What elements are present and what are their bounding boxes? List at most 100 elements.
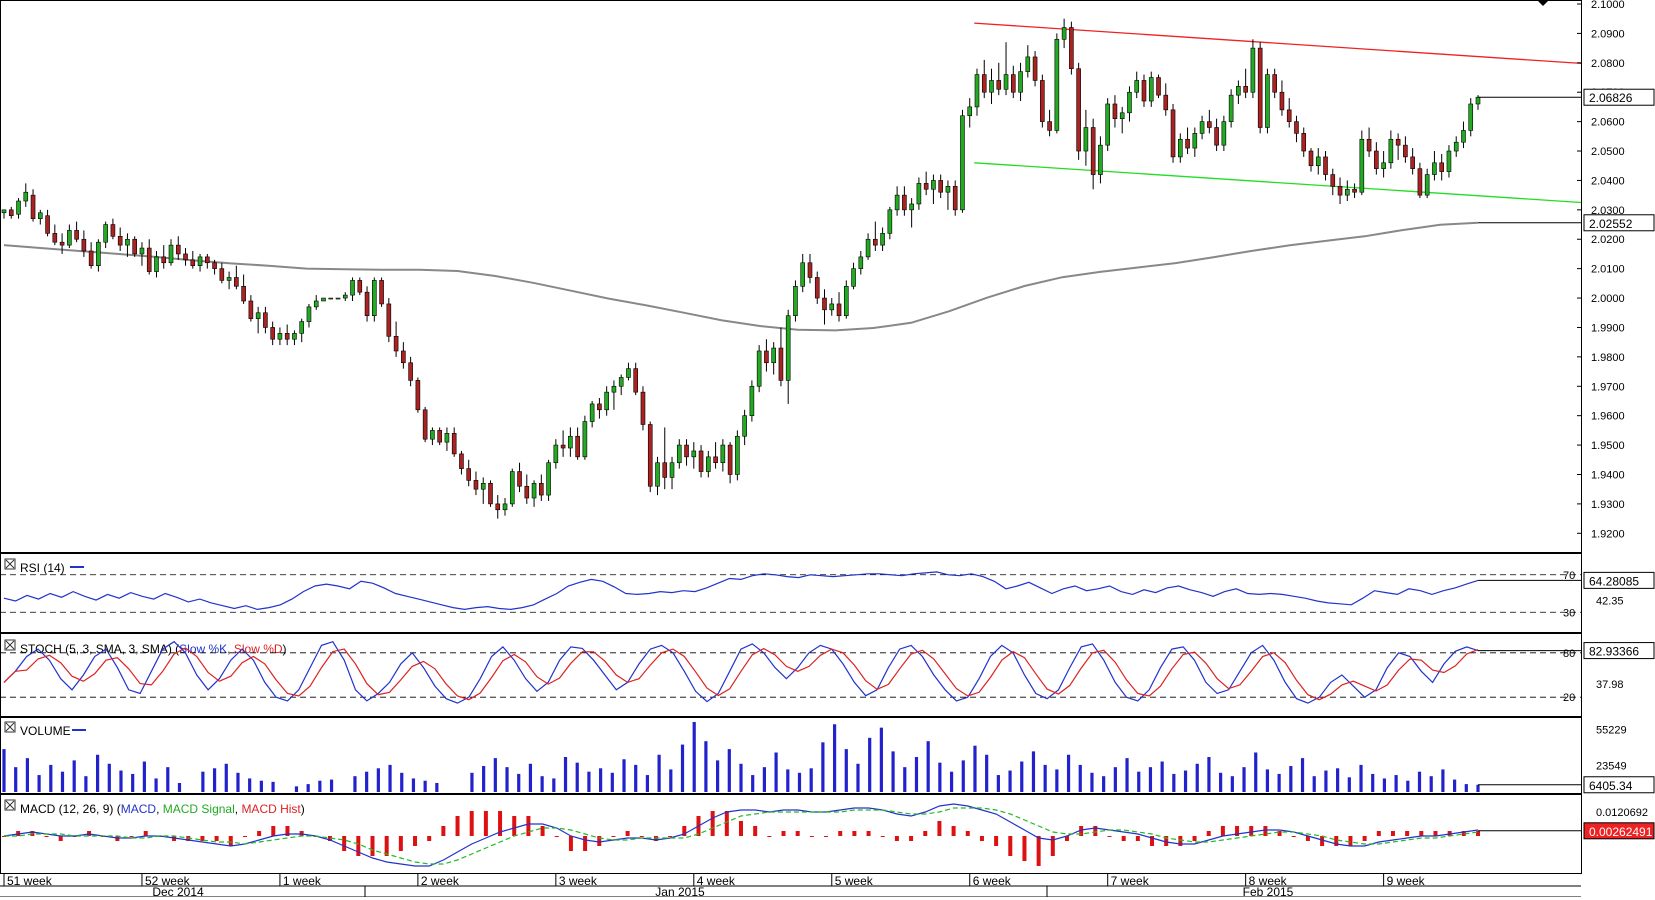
volume-bar — [1230, 776, 1234, 792]
candle — [684, 439, 689, 466]
volume-bar — [1183, 770, 1188, 792]
macd-legend-macd: MACD — [121, 802, 157, 816]
candle — [800, 253, 806, 293]
candle-body-bullish — [771, 347, 776, 364]
volume-bar — [493, 758, 497, 792]
candle — [292, 330, 297, 346]
candle-body-bearish — [88, 250, 94, 267]
volume-bar — [1300, 758, 1305, 792]
candle-body-bearish — [597, 403, 602, 411]
candle — [1323, 151, 1328, 181]
week-label: 3 week — [559, 874, 598, 888]
macd-hist-bar — [1064, 836, 1069, 841]
candle-body-bullish — [865, 238, 871, 258]
candle-body-bullish — [226, 277, 232, 281]
candle — [350, 277, 355, 301]
candle-body-bullish — [735, 435, 740, 475]
candle-body-bearish — [1294, 121, 1299, 134]
candle — [785, 309, 791, 404]
price-axis-label: 2.0400 — [1591, 175, 1625, 187]
candle — [880, 227, 885, 252]
candle — [8, 206, 14, 219]
candle-body-bearish — [1090, 127, 1096, 175]
macd-hist-bar — [809, 836, 814, 837]
candle-body-bearish — [386, 303, 392, 337]
volume-bar — [844, 749, 848, 792]
candle-body-bearish — [437, 430, 442, 443]
macd-hist-bar — [1178, 836, 1183, 846]
candle-body-bearish — [1301, 133, 1307, 152]
candle-body-bullish — [793, 285, 798, 316]
volume-bar — [177, 782, 182, 792]
candle-body-bullish — [1228, 94, 1234, 122]
candle — [183, 248, 188, 266]
volume-bar — [634, 764, 638, 792]
candle-body-bearish — [1286, 109, 1292, 122]
volume-title-text: VOLUME — [20, 724, 71, 738]
candle-body-bearish — [495, 503, 501, 511]
candle — [1134, 71, 1140, 99]
candle — [38, 209, 43, 225]
macd-hist-bar — [937, 821, 942, 836]
candle — [865, 233, 871, 260]
candle — [1403, 136, 1408, 163]
candle-body-bullish — [342, 294, 348, 299]
candle — [974, 68, 980, 116]
candle-body-bullish — [851, 268, 856, 287]
candle-body-bullish — [1098, 144, 1103, 175]
macd-hist-bar — [498, 811, 503, 836]
candle — [902, 186, 907, 216]
candle — [1025, 45, 1031, 78]
candle-body-bearish — [45, 215, 50, 234]
macd-hist-bar — [1107, 836, 1112, 837]
macd-hist-bar — [554, 836, 559, 837]
candle-body-bullish — [1083, 127, 1089, 152]
macd-hist-bar — [1476, 831, 1480, 836]
macd-hist-bar — [739, 821, 743, 836]
macd-hist-bar — [1036, 836, 1041, 866]
candle — [277, 327, 283, 346]
candle — [771, 342, 776, 375]
candle-body-bullish — [960, 115, 965, 211]
candle — [1177, 133, 1183, 163]
candle-body-bearish — [364, 291, 370, 316]
volume-bar — [329, 779, 334, 792]
price-axis-label: 1.9600 — [1591, 411, 1625, 423]
volume-bar — [411, 778, 416, 792]
candle — [931, 174, 936, 204]
candle-body-bullish — [509, 471, 515, 505]
volume-bar — [926, 741, 930, 792]
candle-body-bearish — [1207, 121, 1212, 128]
volume-bar — [587, 771, 591, 792]
volume-bar — [1242, 767, 1246, 792]
macd-hist-bar — [1164, 836, 1169, 846]
candle-body-bullish — [706, 456, 711, 472]
candle — [967, 98, 973, 128]
volume-bar — [353, 776, 357, 792]
week-label: 8 week — [1249, 874, 1288, 888]
week-label: 51 week — [7, 874, 53, 888]
macd-hist-bar — [639, 836, 644, 837]
volume-bar — [1148, 767, 1153, 792]
macd-hist-bar — [1320, 836, 1325, 846]
candle-body-bullish — [1192, 133, 1198, 149]
candle — [1003, 42, 1009, 96]
candle — [1294, 115, 1299, 143]
price-axis-label: 2.0100 — [1591, 264, 1625, 276]
candle-body-bearish — [575, 435, 580, 458]
candle — [836, 292, 842, 322]
volume-bar — [797, 772, 802, 792]
candle-body-bearish — [1374, 150, 1379, 169]
candle — [633, 362, 639, 396]
macd-hist-bar — [1206, 831, 1211, 836]
macd-hist-bar — [356, 836, 361, 856]
candle — [357, 277, 363, 296]
macd-hist-bar — [512, 816, 517, 836]
candle — [778, 327, 784, 387]
candle-body-bearish — [713, 456, 718, 464]
candle — [52, 224, 58, 246]
candle-body-bullish — [756, 350, 762, 387]
volume-bar — [1371, 773, 1375, 792]
candle-body-bullish — [1199, 121, 1205, 134]
volume-bar — [201, 771, 205, 792]
